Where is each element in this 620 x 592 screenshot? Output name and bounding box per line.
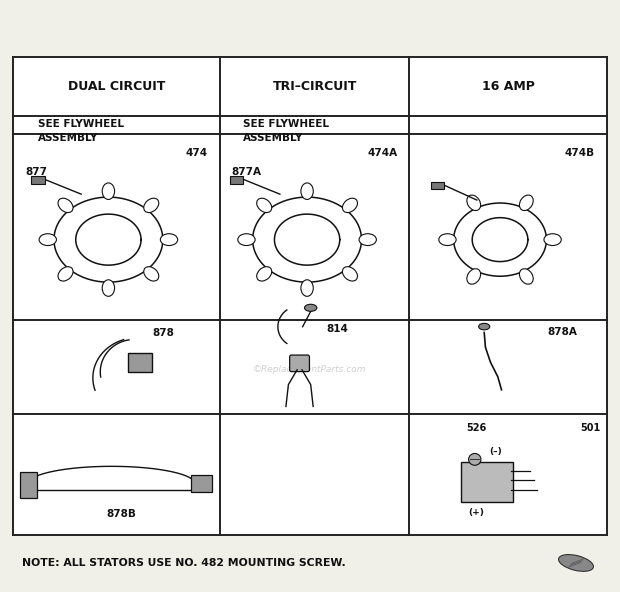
Ellipse shape	[102, 280, 115, 297]
FancyBboxPatch shape	[128, 353, 152, 372]
Text: 878A: 878A	[547, 327, 577, 337]
Ellipse shape	[520, 195, 533, 211]
FancyBboxPatch shape	[461, 462, 513, 503]
FancyBboxPatch shape	[431, 182, 445, 189]
Text: 474B: 474B	[565, 149, 595, 159]
Text: 474A: 474A	[368, 149, 397, 159]
Circle shape	[469, 453, 481, 465]
Text: 526: 526	[466, 423, 486, 433]
Ellipse shape	[467, 269, 480, 284]
Text: ©ReplacementParts.com: ©ReplacementParts.com	[253, 365, 367, 374]
Text: 878: 878	[153, 328, 175, 338]
Text: 16 AMP: 16 AMP	[482, 80, 534, 93]
Text: SEE FLYWHEEL
ASSEMBLY: SEE FLYWHEEL ASSEMBLY	[243, 120, 329, 143]
Text: 501: 501	[581, 423, 601, 433]
Ellipse shape	[144, 266, 159, 281]
Ellipse shape	[257, 198, 272, 213]
Ellipse shape	[544, 234, 561, 246]
Ellipse shape	[58, 198, 73, 213]
Bar	[13, 57, 607, 535]
FancyBboxPatch shape	[230, 176, 244, 184]
Ellipse shape	[301, 280, 313, 297]
Ellipse shape	[144, 198, 159, 213]
Text: 814: 814	[327, 324, 348, 334]
Ellipse shape	[342, 198, 358, 213]
Text: 878B: 878B	[106, 509, 136, 519]
FancyBboxPatch shape	[191, 475, 212, 493]
Text: (+): (+)	[469, 508, 484, 517]
Text: SEE FLYWHEEL
ASSEMBLY: SEE FLYWHEEL ASSEMBLY	[38, 120, 124, 143]
Ellipse shape	[257, 266, 272, 281]
Ellipse shape	[359, 234, 376, 246]
Ellipse shape	[559, 555, 593, 571]
Text: (–): (–)	[489, 446, 502, 456]
Ellipse shape	[439, 234, 456, 246]
FancyBboxPatch shape	[290, 355, 309, 372]
Ellipse shape	[479, 323, 490, 330]
FancyBboxPatch shape	[20, 472, 37, 498]
Ellipse shape	[304, 304, 317, 311]
Ellipse shape	[342, 266, 358, 281]
Text: NOTE: ALL STATORS USE NO. 482 MOUNTING SCREW.: NOTE: ALL STATORS USE NO. 482 MOUNTING S…	[22, 558, 346, 568]
Ellipse shape	[102, 183, 115, 200]
Ellipse shape	[520, 269, 533, 284]
Text: TRI–CIRCUIT: TRI–CIRCUIT	[272, 80, 357, 93]
Text: 877: 877	[25, 167, 48, 177]
Ellipse shape	[161, 234, 178, 246]
Text: 474: 474	[186, 149, 208, 159]
Text: DUAL CIRCUIT: DUAL CIRCUIT	[68, 80, 166, 93]
Text: 877A: 877A	[232, 167, 262, 177]
FancyBboxPatch shape	[31, 176, 45, 184]
Ellipse shape	[58, 266, 73, 281]
Ellipse shape	[238, 234, 255, 246]
Ellipse shape	[467, 195, 480, 211]
Ellipse shape	[39, 234, 56, 246]
Ellipse shape	[301, 183, 313, 200]
